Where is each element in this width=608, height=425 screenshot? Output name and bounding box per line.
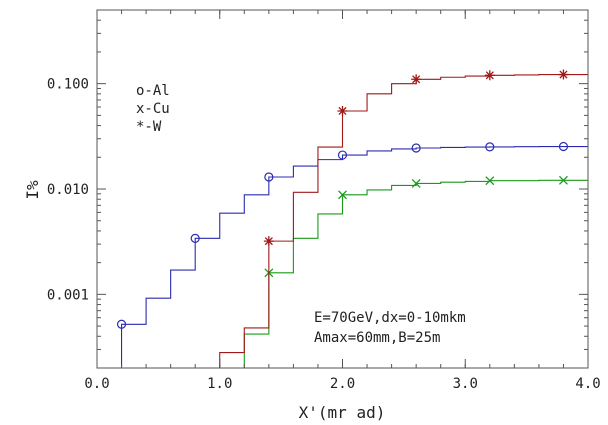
data-point-cu	[338, 190, 347, 200]
series-layer	[116, 69, 588, 368]
data-point-al	[485, 142, 495, 152]
data-point-al	[190, 233, 200, 243]
y-axis-label: I%	[23, 180, 42, 200]
x-tick-label: 1.0	[207, 376, 232, 392]
x-axis-label: X'(mr ad)	[299, 403, 386, 422]
data-point-al	[558, 141, 569, 152]
data-point-cu	[411, 178, 421, 188]
series-line-al	[121, 145, 588, 368]
legend-label-cu: x-Cu	[136, 101, 170, 117]
y-tick-label: 0.010	[47, 182, 89, 198]
data-point-w	[558, 69, 569, 80]
legend-label-w: *-W	[136, 119, 162, 135]
tick-layer: 0.0 1.0 2.0 3.0 4.0 0.001 0.010 0.100	[47, 9, 601, 392]
x-tick-label: 0.0	[84, 376, 109, 392]
x-tick-label: 4.0	[575, 376, 600, 392]
y-tick-label: 0.001	[47, 287, 89, 303]
data-point-w	[337, 105, 348, 116]
annotation-line-2: Amax=60mm,B=25m	[314, 330, 440, 346]
data-point-cu	[558, 175, 568, 185]
data-point-al	[264, 172, 274, 182]
x-tick-label: 2.0	[330, 376, 355, 392]
legend-label-al: o-Al	[136, 83, 170, 99]
data-point-w	[484, 70, 495, 81]
x-tick-label: 3.0	[453, 376, 478, 392]
data-point-w	[263, 236, 274, 247]
data-point-cu	[485, 176, 495, 186]
data-point-al	[116, 319, 127, 329]
series-w	[219, 69, 588, 368]
data-point-al	[337, 150, 348, 160]
legend: o-Al x-Cu *-W	[136, 83, 170, 135]
series-al	[116, 141, 588, 368]
series-line-cu	[243, 179, 588, 368]
y-tick-label: 0.100	[47, 77, 89, 93]
data-point-w	[411, 74, 422, 85]
annotation-line-1: E=70GeV,dx=0-10mkm	[314, 310, 466, 326]
series-line-w	[219, 73, 588, 368]
data-point-al	[411, 143, 421, 153]
